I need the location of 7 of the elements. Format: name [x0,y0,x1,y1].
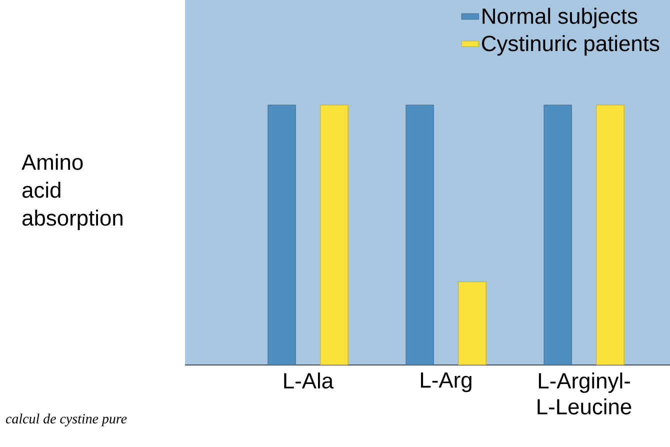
y-axis-title: Amino acid absorption [22,154,122,230]
legend-label: Cystinuric patients [482,35,660,56]
x-tick-label: L-Arg [421,372,472,392]
legend-label: Normal subjects [482,8,638,28]
x-tick-label: L-Ala [284,372,334,389]
text: calcul de cystine pure [6,414,127,426]
x-tick-label: L-Arginyl-L-Leucine [538,372,632,415]
